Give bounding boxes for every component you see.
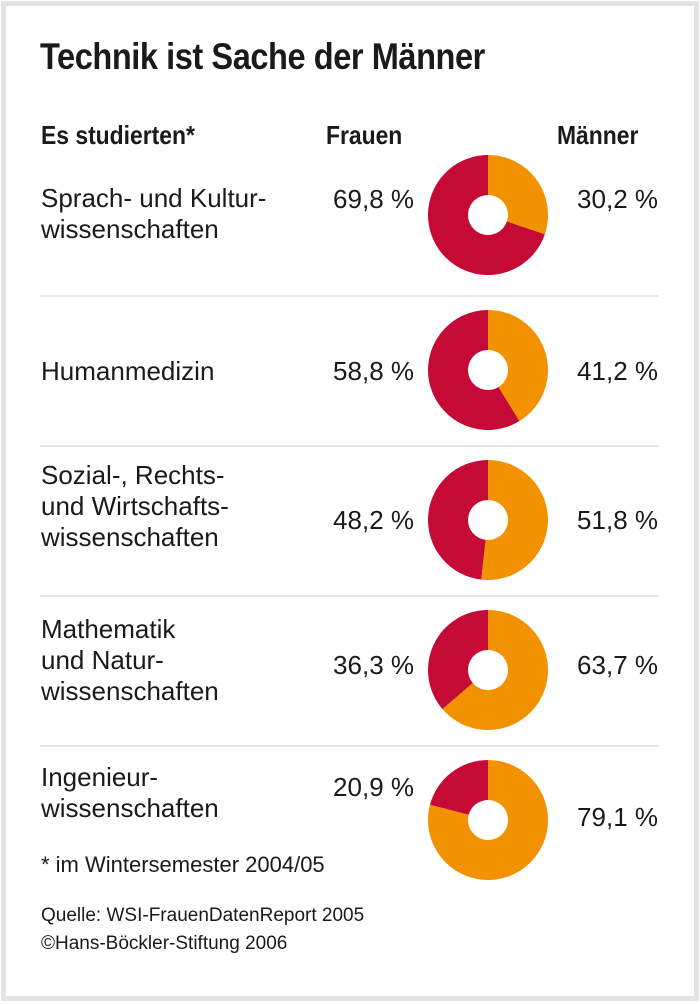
row-label: Mathematik und Natur- wissenschaften [41, 614, 219, 706]
men-value-label: 79,1 % [577, 802, 658, 832]
donut-slice-women [429, 760, 488, 815]
donut-slice-men [488, 310, 548, 422]
donut-slice-men [481, 460, 548, 580]
women-value-label: 48,2 % [333, 505, 414, 535]
men-value-label: 51,8 % [577, 505, 658, 535]
row-label: Sozial-, Rechts- und Wirtschafts- wissen… [41, 460, 229, 552]
donut-slice-women [427, 460, 488, 580]
donut-0 [428, 155, 549, 275]
donut-1 [428, 310, 548, 430]
donut-3 [427, 610, 548, 731]
row-divider [40, 745, 659, 747]
donut-slice-men [488, 155, 549, 235]
women-value-label: 36,3 % [333, 650, 414, 680]
chart-title: Technik ist Sache der Männer [40, 36, 485, 77]
source-note: Quelle: WSI-FrauenDatenReport 2005 [41, 905, 365, 926]
men-value-label: 41,2 % [577, 356, 658, 386]
men-value-label: 63,7 % [577, 650, 658, 680]
donut-slice-men [442, 610, 548, 731]
footnote: * im Wintersemester 2004/05 [41, 852, 325, 877]
donut-slice-men [428, 760, 548, 880]
row-label: Sprach- und Kultur- wissenschaften [41, 183, 267, 244]
donut-4 [428, 760, 548, 880]
header-men: Männer [557, 120, 639, 150]
donut-slice-women [428, 310, 520, 430]
row-label: Humanmedizin [41, 356, 215, 386]
row-label: Ingenieur- wissenschaften [41, 762, 219, 823]
row-divider [40, 595, 659, 597]
donut-slice-women [427, 610, 488, 710]
men-value-label: 30,2 % [577, 184, 658, 214]
women-value-label: 69,8 % [333, 184, 414, 214]
row-divider [40, 445, 659, 447]
header-category: Es studierten* [41, 120, 195, 150]
header-women: Frauen [326, 120, 403, 150]
donut-slice-women [428, 155, 545, 275]
row-divider [40, 295, 659, 297]
women-value-label: 58,8 % [333, 356, 414, 386]
women-value-label: 20,9 % [333, 772, 414, 802]
donut-2 [427, 460, 548, 580]
copyright-note: ©Hans-Böckler-Stiftung 2006 [41, 933, 288, 954]
